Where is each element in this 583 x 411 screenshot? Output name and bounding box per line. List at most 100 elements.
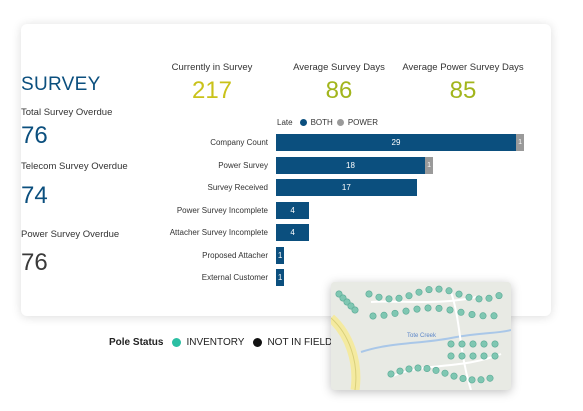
bar-both[interactable]: 17 bbox=[276, 179, 417, 196]
average-survey-days-value: 86 bbox=[325, 77, 353, 104]
pole-marker[interactable] bbox=[459, 375, 467, 383]
bar-both[interactable]: 4 bbox=[276, 201, 310, 219]
not-in-field-dot-icon bbox=[253, 338, 263, 347]
bar-both[interactable]: 4 bbox=[276, 224, 310, 241]
pole-markers[interactable] bbox=[335, 285, 503, 384]
pole-marker[interactable] bbox=[395, 294, 403, 302]
legend-power-label[interactable]: POWER bbox=[347, 118, 379, 127]
pole-map[interactable]: Tote Creek bbox=[331, 282, 511, 390]
pole-marker[interactable] bbox=[490, 312, 498, 320]
pole-marker[interactable] bbox=[413, 305, 421, 313]
page-title: SURVEY bbox=[21, 74, 101, 95]
survey-dashboard-card: SURVEY Total Survey Overdue 76 Telecom S… bbox=[21, 24, 551, 316]
pole-marker[interactable] bbox=[491, 352, 499, 360]
pole-marker[interactable] bbox=[425, 286, 433, 294]
pole-marker[interactable] bbox=[480, 340, 488, 348]
pole-marker[interactable] bbox=[446, 306, 454, 314]
map-highway-edge bbox=[331, 317, 357, 390]
pole-marker[interactable] bbox=[465, 293, 473, 301]
bar-both[interactable]: 1 bbox=[276, 269, 285, 286]
bar-label: Power Survey bbox=[218, 160, 268, 170]
map-creek-label: Tote Creek bbox=[407, 333, 437, 339]
bar-both[interactable]: 29 bbox=[276, 134, 516, 151]
currently-in-survey-value: 217 bbox=[191, 77, 233, 104]
pole-marker[interactable] bbox=[458, 340, 466, 348]
map-street-east bbox=[450, 291, 472, 390]
pole-marker[interactable] bbox=[432, 366, 440, 374]
average-survey-days-label: Average Survey Days bbox=[293, 62, 385, 73]
not-in-field-label[interactable]: NOT IN FIELD bbox=[267, 337, 333, 348]
pole-marker[interactable] bbox=[447, 352, 455, 360]
average-survey-days-stat: Average Survey Days 86 bbox=[274, 62, 404, 105]
bar-both[interactable]: 18 bbox=[276, 156, 425, 174]
average-power-survey-days-value: 85 bbox=[449, 77, 477, 104]
pole-marker[interactable] bbox=[469, 352, 477, 360]
chart-legend: Late BOTH POWER bbox=[277, 118, 378, 127]
pole-marker[interactable] bbox=[450, 372, 458, 380]
pole-marker[interactable] bbox=[387, 370, 395, 378]
pole-marker[interactable] bbox=[396, 367, 404, 375]
pole-marker[interactable] bbox=[457, 308, 465, 316]
pole-marker[interactable] bbox=[385, 295, 393, 303]
pole-marker[interactable] bbox=[435, 304, 443, 312]
pole-marker[interactable] bbox=[491, 340, 499, 348]
pole-marker[interactable] bbox=[402, 307, 410, 315]
pole-marker[interactable] bbox=[458, 352, 466, 360]
pole-marker[interactable] bbox=[480, 352, 488, 360]
pole-marker[interactable] bbox=[468, 376, 476, 384]
bar-label: Proposed Attacher bbox=[202, 250, 268, 260]
map-canvas[interactable]: Tote Creek bbox=[331, 282, 511, 390]
pole-marker[interactable] bbox=[455, 290, 463, 298]
pole-marker[interactable] bbox=[468, 310, 476, 318]
pole-marker[interactable] bbox=[477, 376, 485, 384]
legend-both-label[interactable]: BOTH bbox=[310, 118, 333, 127]
average-power-survey-days-stat: Average Power Survey Days 85 bbox=[398, 62, 528, 105]
power-survey-overdue-label: Power Survey Overdue bbox=[21, 229, 120, 240]
legend-both-swatch bbox=[299, 119, 307, 126]
bar-label: Attacher Survey Incomplete bbox=[169, 228, 268, 237]
pole-marker[interactable] bbox=[405, 292, 413, 300]
bar-label: Company Count bbox=[210, 138, 268, 147]
pole-status-legend: Pole Status INVENTORY NOT IN FIELD bbox=[109, 337, 332, 348]
pole-marker[interactable] bbox=[479, 312, 487, 320]
pole-marker[interactable] bbox=[414, 364, 422, 372]
pole-marker[interactable] bbox=[445, 287, 453, 295]
pole-marker[interactable] bbox=[475, 295, 483, 303]
bar-power[interactable]: 1 bbox=[516, 134, 525, 151]
bar-label: Power Survey Incomplete bbox=[176, 205, 268, 215]
pole-marker[interactable] bbox=[351, 306, 359, 314]
currently-in-survey-stat: Currently in Survey 217 bbox=[147, 62, 277, 105]
pole-marker[interactable] bbox=[380, 311, 388, 319]
pole-marker[interactable] bbox=[441, 369, 449, 377]
bar-label: Survey Received bbox=[207, 183, 268, 192]
pole-marker[interactable] bbox=[423, 365, 431, 373]
pole-marker[interactable] bbox=[469, 340, 477, 348]
pole-status-title: Pole Status bbox=[109, 337, 164, 348]
pole-marker[interactable] bbox=[415, 288, 423, 296]
map-creek bbox=[360, 329, 511, 353]
pole-marker[interactable] bbox=[375, 293, 383, 301]
inventory-label[interactable]: INVENTORY bbox=[186, 337, 245, 348]
bar-both[interactable]: 1 bbox=[276, 246, 285, 264]
total-survey-overdue-label: Total Survey Overdue bbox=[21, 107, 113, 118]
legend-title: Late bbox=[277, 118, 293, 127]
inventory-dot-icon bbox=[172, 338, 182, 347]
pole-marker[interactable] bbox=[447, 340, 455, 348]
pole-marker[interactable] bbox=[369, 312, 377, 320]
total-survey-overdue-value: 76 bbox=[21, 122, 48, 149]
pole-marker[interactable] bbox=[485, 294, 493, 302]
legend-power-swatch bbox=[336, 119, 344, 126]
telecom-survey-overdue-label: Telecom Survey Overdue bbox=[21, 161, 128, 172]
pole-marker[interactable] bbox=[486, 374, 494, 382]
pole-marker[interactable] bbox=[391, 309, 399, 317]
pole-marker[interactable] bbox=[405, 365, 413, 373]
telecom-survey-overdue-value: 74 bbox=[21, 182, 48, 209]
bar-label: External Customer bbox=[201, 273, 268, 282]
pole-marker[interactable] bbox=[365, 290, 373, 298]
bar-power[interactable]: 1 bbox=[424, 156, 434, 174]
power-survey-overdue-value: 76 bbox=[21, 249, 48, 276]
pole-marker[interactable] bbox=[435, 285, 443, 293]
pole-marker[interactable] bbox=[495, 292, 503, 300]
pole-marker[interactable] bbox=[424, 304, 432, 312]
currently-in-survey-label: Currently in Survey bbox=[171, 62, 253, 73]
